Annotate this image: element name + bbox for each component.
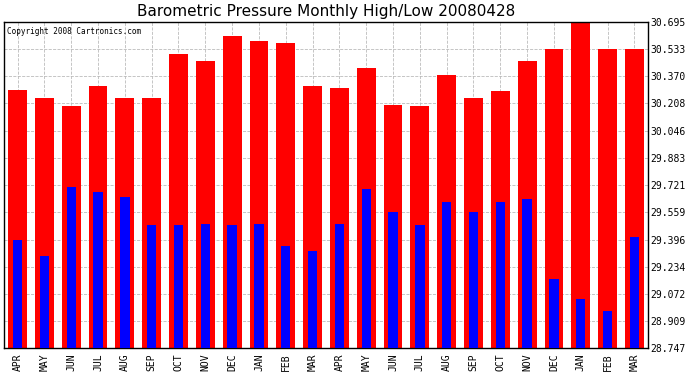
Bar bbox=[357, 68, 375, 348]
Bar bbox=[8, 90, 27, 348]
Bar bbox=[571, 22, 590, 348]
Bar bbox=[201, 224, 210, 348]
Bar bbox=[13, 240, 22, 348]
Bar bbox=[388, 212, 397, 348]
Bar bbox=[277, 43, 295, 348]
Bar bbox=[603, 311, 612, 348]
Title: Barometric Pressure Monthly High/Low 20080428: Barometric Pressure Monthly High/Low 200… bbox=[137, 4, 515, 19]
Bar bbox=[281, 246, 290, 348]
Bar bbox=[411, 105, 429, 348]
Bar bbox=[35, 98, 54, 348]
Bar bbox=[415, 225, 424, 348]
Bar bbox=[115, 98, 135, 348]
Bar bbox=[330, 88, 348, 348]
Bar bbox=[120, 197, 130, 348]
Bar bbox=[437, 75, 456, 348]
Bar bbox=[196, 61, 215, 348]
Bar bbox=[254, 224, 264, 348]
Bar bbox=[62, 105, 81, 348]
Bar bbox=[362, 189, 371, 348]
Bar bbox=[40, 256, 49, 348]
Text: Copyright 2008 Cartronics.com: Copyright 2008 Cartronics.com bbox=[8, 27, 141, 36]
Bar bbox=[518, 61, 537, 348]
Bar bbox=[93, 192, 103, 348]
Bar bbox=[544, 50, 563, 348]
Bar bbox=[308, 251, 317, 348]
Bar bbox=[250, 41, 268, 348]
Bar bbox=[469, 212, 478, 348]
Bar bbox=[442, 202, 451, 348]
Bar bbox=[522, 199, 532, 348]
Bar bbox=[335, 224, 344, 348]
Bar bbox=[174, 225, 183, 348]
Bar bbox=[576, 299, 585, 348]
Bar bbox=[223, 36, 241, 348]
Bar bbox=[491, 91, 510, 348]
Bar bbox=[169, 54, 188, 348]
Bar bbox=[625, 50, 644, 348]
Bar bbox=[549, 279, 559, 348]
Bar bbox=[142, 98, 161, 348]
Bar bbox=[630, 237, 639, 348]
Bar bbox=[228, 225, 237, 348]
Bar bbox=[464, 98, 483, 348]
Bar bbox=[66, 187, 76, 348]
Bar bbox=[147, 225, 157, 348]
Bar bbox=[495, 202, 505, 348]
Bar bbox=[598, 50, 617, 348]
Bar bbox=[384, 105, 402, 348]
Bar bbox=[303, 86, 322, 348]
Bar bbox=[88, 86, 108, 348]
